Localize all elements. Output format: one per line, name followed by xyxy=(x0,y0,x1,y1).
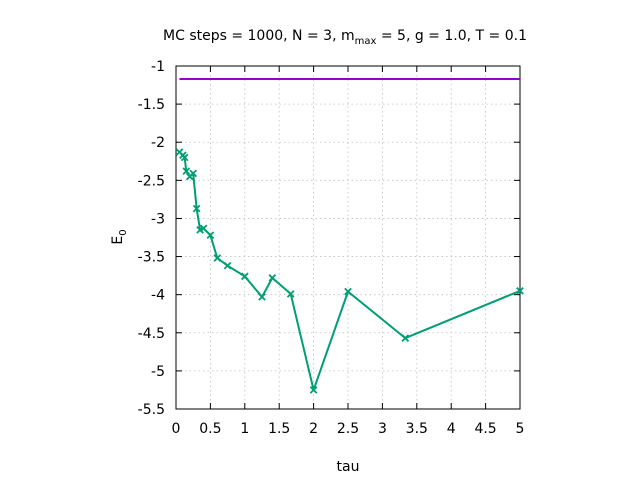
x-tick-label: 5 xyxy=(516,421,525,437)
data-point xyxy=(258,293,266,301)
x-tick-label: 2.5 xyxy=(337,421,359,437)
data-point xyxy=(223,261,232,270)
data-point xyxy=(344,287,352,296)
x-tick-label: 1 xyxy=(240,421,249,437)
data-point xyxy=(516,287,524,295)
x-tick-label: 0 xyxy=(172,421,181,437)
x-axis-label: tau xyxy=(337,459,360,475)
data-point xyxy=(192,204,201,213)
y-tick-label: -1 xyxy=(151,59,165,75)
data-point xyxy=(182,167,191,176)
data-point xyxy=(268,274,277,282)
y-tick-label: -4 xyxy=(151,288,165,304)
data-point xyxy=(309,386,318,394)
x-tick-label: 1.5 xyxy=(268,421,290,437)
y-tick-label: -4.5 xyxy=(138,326,165,342)
data-point xyxy=(206,231,215,240)
data-point xyxy=(180,153,189,162)
y-tick-label: -5.5 xyxy=(138,402,165,418)
y-tick-label: -5 xyxy=(151,364,165,380)
series-line-1 xyxy=(178,151,521,391)
x-tick-label: 4.5 xyxy=(474,421,496,437)
data-point xyxy=(401,334,410,342)
x-tick-label: 3 xyxy=(378,421,387,437)
x-tick-label: 3.5 xyxy=(406,421,428,437)
data-point xyxy=(199,224,208,233)
data-point xyxy=(213,254,222,262)
x-tick-label: 4 xyxy=(447,421,456,437)
y-tick-label: -2 xyxy=(151,135,165,151)
x-tick-label: 0.5 xyxy=(199,421,221,437)
chart-title: MC steps = 1000, N = 3, mmax = 5, g = 1.… xyxy=(163,28,527,47)
data-point xyxy=(189,169,198,178)
data-point xyxy=(240,272,249,281)
x-tick-label: 2 xyxy=(309,421,318,437)
grid xyxy=(176,66,520,409)
y-tick-label: -1.5 xyxy=(138,97,165,113)
y-tick-label: -3 xyxy=(151,211,165,227)
y-tick-label: -2.5 xyxy=(138,173,165,189)
series-layer xyxy=(175,77,524,394)
data-point xyxy=(286,290,295,298)
y-tick-label: -3.5 xyxy=(138,250,165,266)
y-axis-label: E0 xyxy=(110,229,129,244)
axis-ticks: 0 0.5 1 1.5 2 2.5 3 3.5 4 4.5 5 -1 -1.5 -2 -2.5 -3 -3.5 -… xyxy=(138,59,525,437)
